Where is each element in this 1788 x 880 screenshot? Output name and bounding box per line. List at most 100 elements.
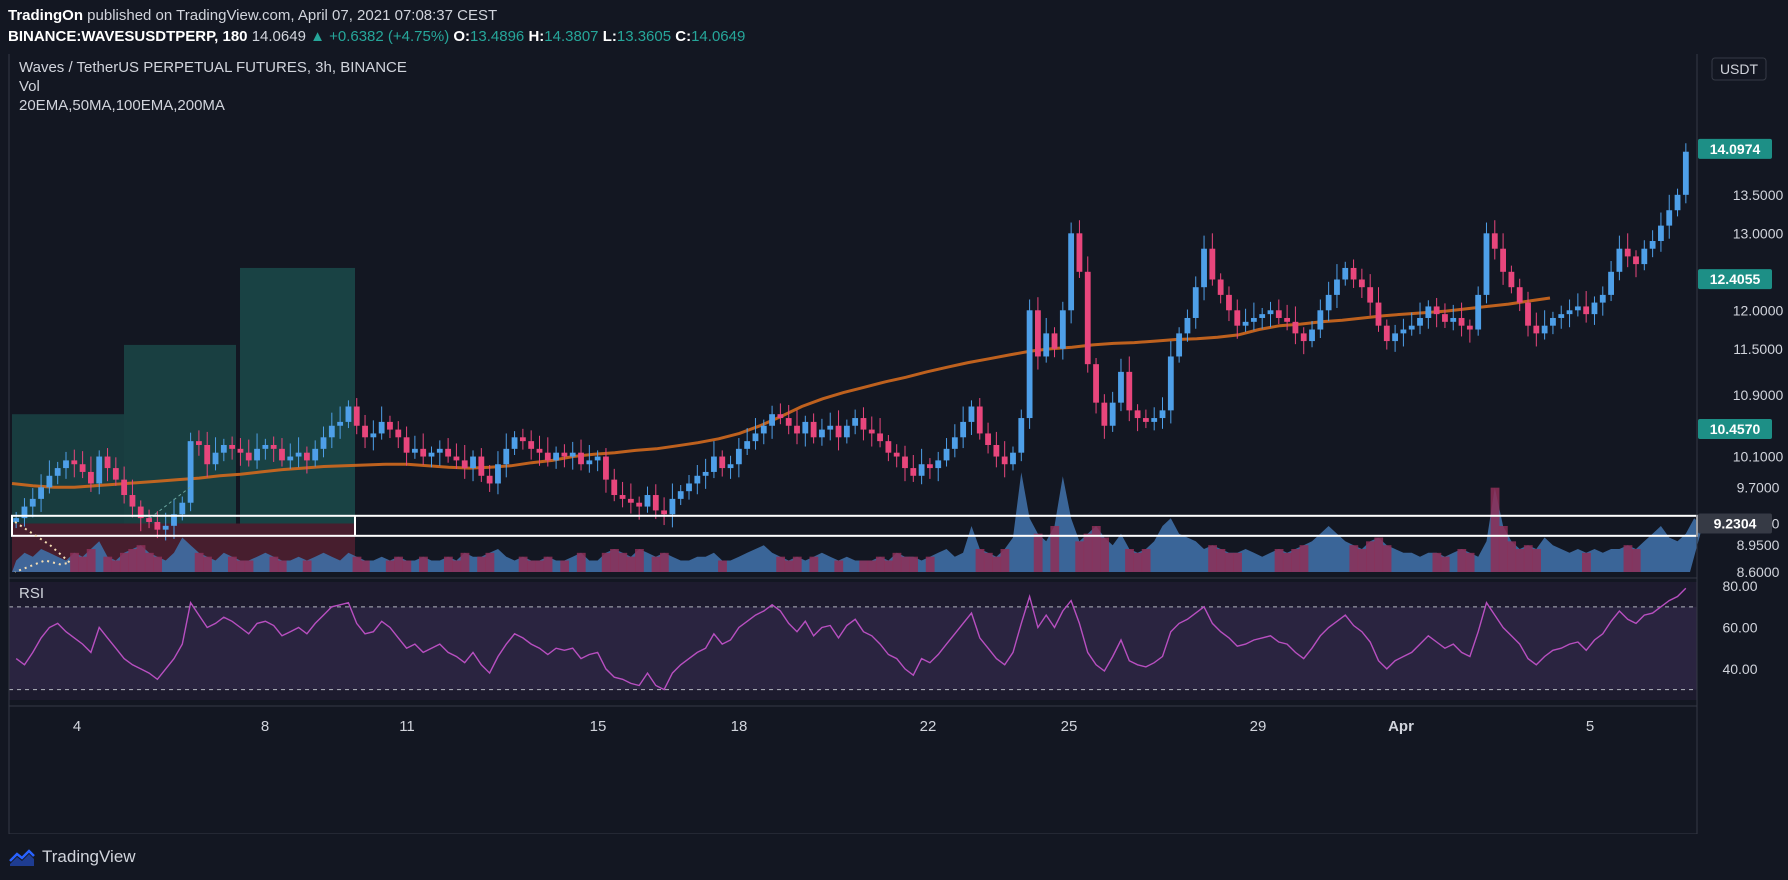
candle — [1425, 300, 1432, 329]
candle-body — [220, 444, 227, 453]
volume-bar-down — [1299, 545, 1309, 572]
candle-body — [270, 444, 277, 449]
candle — [578, 439, 584, 471]
candle — [752, 418, 759, 450]
volume-bar-down — [1083, 533, 1093, 572]
volume-bar-down — [402, 560, 412, 572]
volume-bar-down — [1216, 549, 1226, 572]
candle — [1591, 296, 1598, 325]
candle — [1383, 319, 1390, 350]
candle-body — [993, 444, 1000, 457]
candle — [1118, 358, 1124, 412]
volume-bar-down — [1075, 541, 1085, 572]
candle — [38, 474, 44, 512]
candle-body — [1358, 279, 1365, 288]
candle-body — [287, 456, 294, 461]
candle-body — [162, 525, 169, 530]
candle — [220, 438, 227, 462]
candle — [470, 450, 476, 482]
candle-body — [569, 452, 576, 457]
price-chart[interactable]: 13.5000 13.0000 12.0000 11.5000 10.9000 10.10… — [0, 54, 1788, 834]
candle-body — [727, 464, 734, 469]
volume-bar-down — [635, 549, 644, 572]
candle-body — [843, 425, 850, 438]
candle — [810, 413, 817, 444]
volume-bar-down — [1100, 537, 1110, 572]
candle-body — [428, 452, 435, 457]
candle-body — [1167, 356, 1174, 411]
volume-bar-down — [1050, 526, 1060, 572]
candle-body — [154, 521, 161, 530]
volume-bar-down — [809, 556, 819, 572]
price-tick: 10.9000 — [1733, 387, 1784, 403]
candle-body — [212, 452, 219, 465]
candle — [1018, 409, 1025, 462]
high-label: H: — [528, 28, 545, 45]
price-badge — [1698, 419, 1772, 440]
candle — [1234, 299, 1241, 339]
candle-body — [1599, 294, 1606, 303]
candle — [519, 428, 526, 450]
candle-body — [976, 406, 983, 434]
candle — [279, 438, 285, 467]
candle-body — [1242, 321, 1249, 326]
last-price: 14.0649 — [251, 28, 306, 45]
candle — [96, 450, 103, 495]
candle — [511, 431, 518, 455]
author-name[interactable]: TradingOn — [8, 7, 83, 24]
volume-bar-down — [792, 556, 802, 572]
candle-body — [1284, 317, 1291, 322]
candle — [195, 430, 202, 456]
candle-body — [1450, 317, 1457, 322]
candle — [1392, 324, 1399, 352]
candle-body — [262, 444, 269, 449]
price-tick: 8.9500 — [1737, 537, 1780, 553]
candle — [1084, 256, 1091, 373]
candle-body — [1109, 402, 1116, 426]
candle-body — [1134, 410, 1141, 419]
volume-bar-down — [1233, 552, 1242, 572]
volume-bar-down — [111, 560, 121, 572]
candle — [453, 443, 460, 469]
candle — [677, 485, 684, 506]
candle-body — [1641, 248, 1648, 265]
candle — [212, 437, 219, 471]
candle — [835, 410, 842, 451]
price-badge-label: 12.4055 — [1710, 271, 1761, 287]
price-badge — [1698, 269, 1772, 290]
volume-bar-down — [1366, 541, 1375, 572]
currency-button[interactable] — [1711, 57, 1767, 81]
time-tick: 4 — [73, 718, 81, 735]
candle — [694, 465, 701, 495]
candle-body — [868, 429, 875, 434]
volume-bar-down — [244, 560, 254, 572]
candle — [1682, 143, 1689, 204]
candle — [993, 431, 1000, 468]
candle — [204, 431, 211, 478]
candle-body — [744, 441, 751, 449]
candle-body — [536, 448, 543, 453]
candle — [985, 422, 991, 454]
candle — [1533, 312, 1540, 347]
candle — [910, 454, 917, 482]
footer-brand[interactable]: TradingView — [8, 843, 136, 871]
candle — [868, 416, 875, 447]
volume-bar-down — [1432, 552, 1442, 572]
volume-bar-down — [452, 560, 462, 572]
candle — [1167, 341, 1174, 424]
candle — [1309, 321, 1315, 348]
candle-body — [187, 441, 194, 503]
volume-bar-down — [78, 556, 88, 572]
candle-body — [636, 502, 643, 507]
candle-body — [1442, 314, 1448, 322]
candle-body — [29, 498, 36, 507]
candle-body — [1209, 248, 1216, 280]
rsi-layer — [9, 582, 1697, 700]
candle — [121, 466, 128, 504]
candle-body — [63, 460, 69, 469]
volume-bar-down — [909, 556, 918, 572]
candle — [262, 438, 269, 460]
candle — [769, 405, 775, 439]
candle-body — [104, 456, 111, 469]
time-tick: 15 — [590, 718, 607, 735]
